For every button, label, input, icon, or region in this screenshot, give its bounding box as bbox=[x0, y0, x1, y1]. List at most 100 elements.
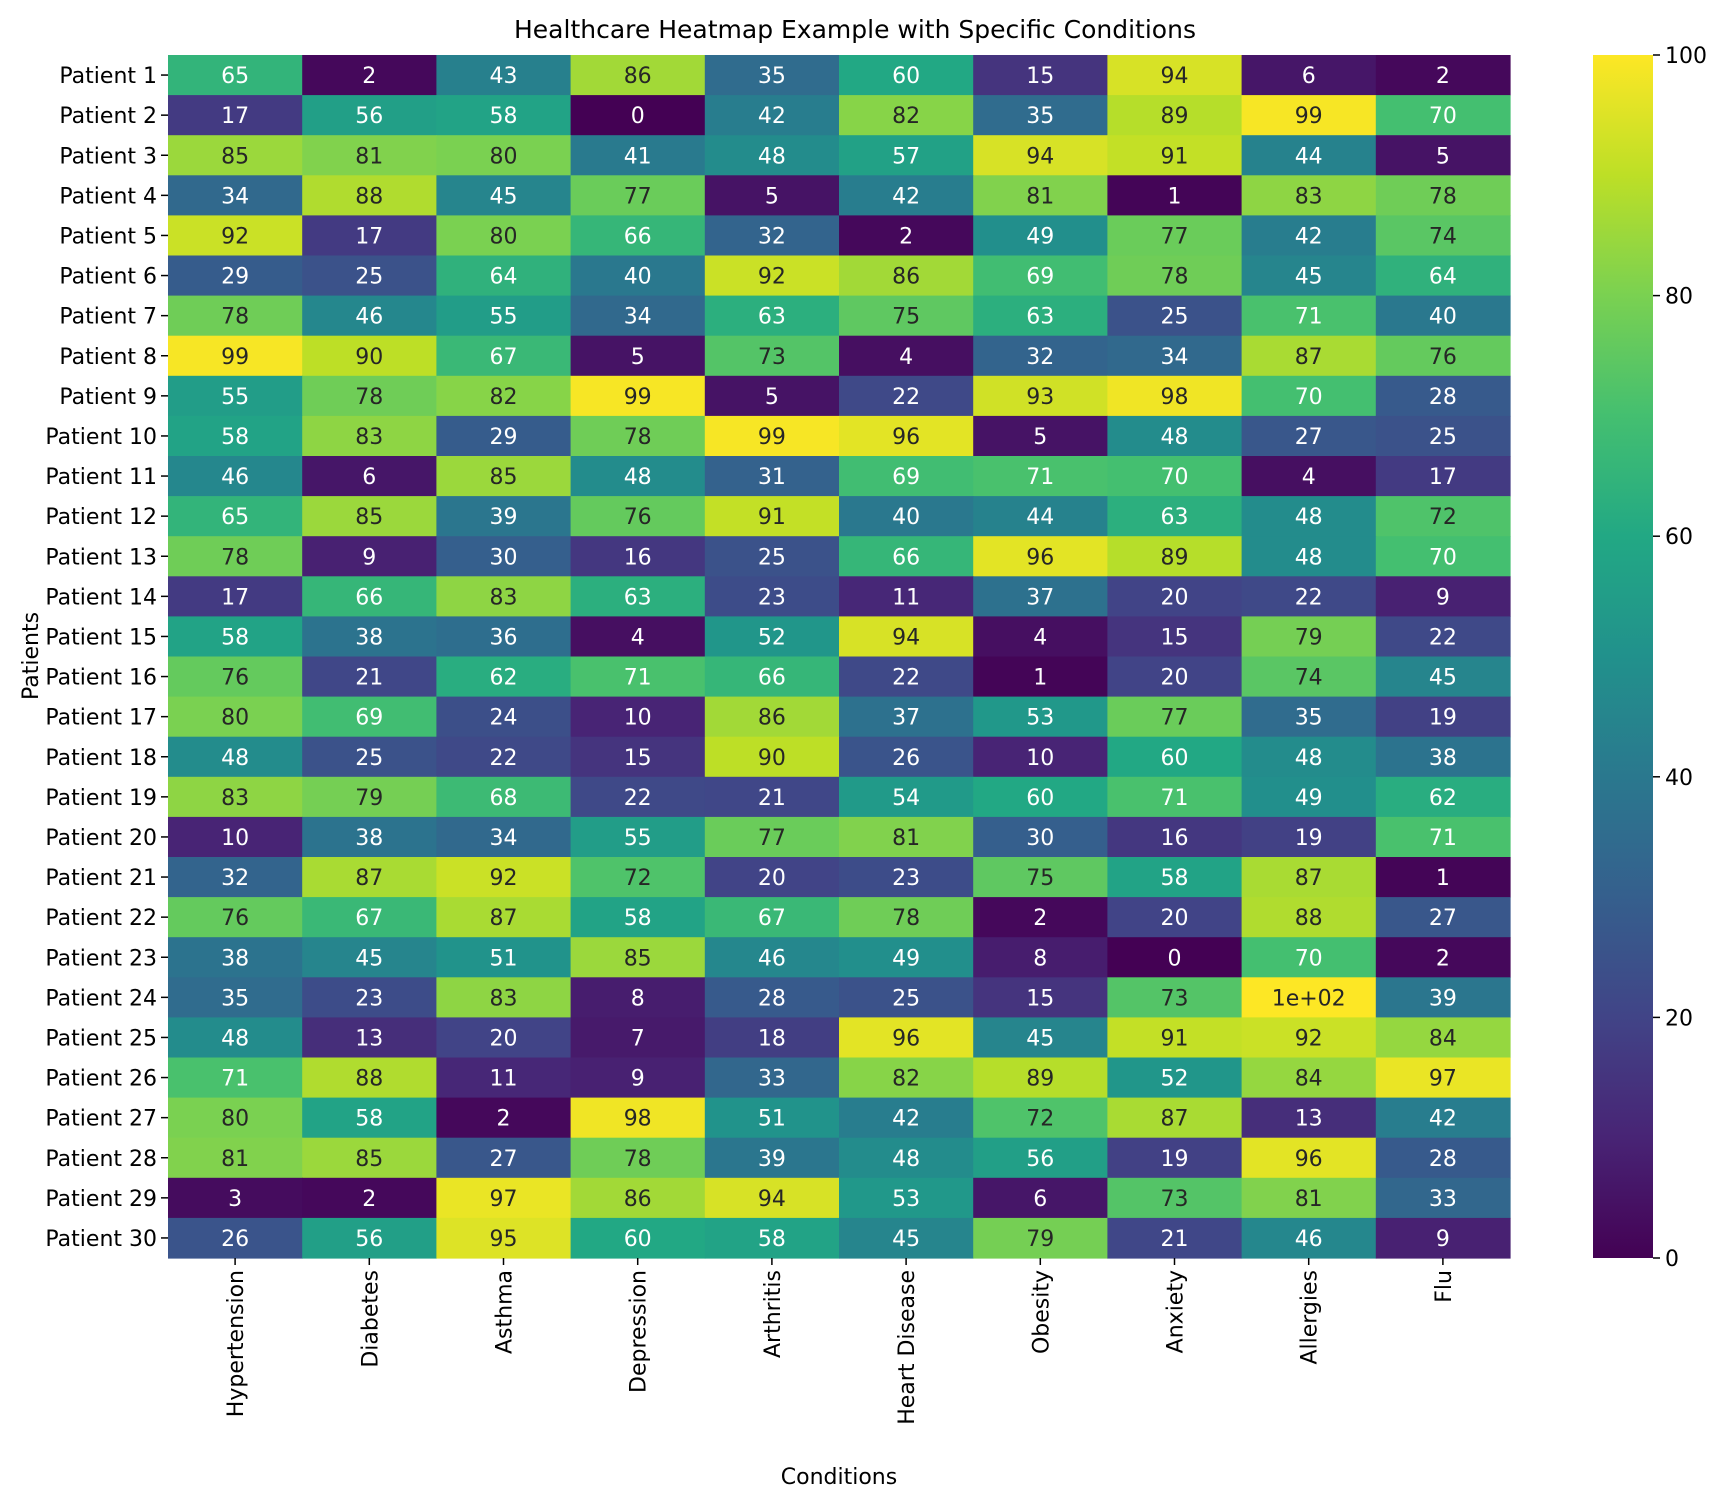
cell-annotation: 28 bbox=[1429, 1147, 1457, 1172]
heatmap-cell bbox=[839, 1057, 974, 1099]
cell-annotation: 78 bbox=[221, 305, 249, 330]
cell-annotation: 63 bbox=[624, 585, 652, 610]
heatmap-cell bbox=[570, 656, 706, 698]
heatmap-cell bbox=[436, 415, 572, 457]
cell-annotation: 40 bbox=[624, 265, 652, 290]
heatmap-cell bbox=[436, 215, 572, 257]
cell-annotation: 19 bbox=[1429, 706, 1457, 731]
heatmap-cell bbox=[839, 816, 974, 858]
cell-annotation: 46 bbox=[355, 305, 383, 330]
heatmap-cell bbox=[839, 175, 974, 216]
y-tick-label: Patient 14 bbox=[45, 585, 157, 610]
cell-annotation: 1 bbox=[1436, 866, 1450, 891]
cell-annotation: 18 bbox=[758, 1026, 786, 1051]
heatmap-cell bbox=[302, 696, 437, 738]
cell-annotation: 6 bbox=[1033, 1187, 1047, 1212]
cell-annotation: 27 bbox=[490, 1147, 518, 1172]
cell-annotation: 51 bbox=[490, 946, 518, 971]
heatmap-cell bbox=[1375, 375, 1511, 417]
heatmap-cell bbox=[168, 776, 303, 818]
heatmap-cell bbox=[168, 736, 303, 778]
cell-annotation: 15 bbox=[1026, 986, 1054, 1011]
colorbar-ticks: 0 20 40 60 80 100 bbox=[1653, 44, 1707, 1272]
heatmap-cell bbox=[302, 1097, 437, 1139]
y-tick-label: Patient 19 bbox=[45, 786, 157, 811]
heatmap-cell bbox=[570, 536, 706, 577]
cell-annotation: 44 bbox=[1026, 505, 1054, 530]
heatmap-cell bbox=[973, 536, 1108, 577]
heatmap-cell bbox=[839, 1017, 974, 1059]
heatmap-cell bbox=[704, 1017, 840, 1059]
heatmap-cell bbox=[436, 1057, 572, 1099]
cell-annotation: 81 bbox=[221, 1147, 249, 1172]
cell-annotation: 97 bbox=[1429, 1067, 1457, 1092]
cell-annotation: 9 bbox=[1436, 585, 1450, 610]
heatmap-cell bbox=[1107, 1097, 1243, 1139]
heatmap-cell bbox=[570, 1017, 706, 1059]
cell-annotation: 17 bbox=[355, 224, 383, 249]
heatmap-cell bbox=[1375, 1017, 1511, 1059]
heatmap-cell bbox=[570, 375, 706, 417]
cell-annotation: 48 bbox=[221, 1026, 249, 1051]
heatmap-cell bbox=[1375, 656, 1511, 698]
cell-annotation: 30 bbox=[1026, 826, 1054, 851]
cell-annotation: 55 bbox=[221, 385, 249, 410]
heatmap-cell bbox=[839, 456, 974, 497]
heatmap-cell bbox=[570, 295, 706, 337]
heatmap-cell bbox=[1107, 496, 1243, 537]
cell-annotation: 3 bbox=[228, 1187, 242, 1212]
heatmap-cell bbox=[570, 415, 706, 457]
heatmap-cell bbox=[1107, 375, 1243, 417]
cell-annotation: 82 bbox=[490, 385, 518, 410]
cell-annotation: 33 bbox=[758, 1067, 786, 1092]
cell-annotation: 76 bbox=[624, 505, 652, 530]
heatmap-cell bbox=[168, 1097, 303, 1139]
x-tick-label: Anxiety bbox=[1164, 1270, 1189, 1353]
cell-annotation: 5 bbox=[631, 345, 645, 370]
cell-annotation: 63 bbox=[1026, 305, 1054, 330]
heatmap-cell bbox=[839, 1097, 974, 1139]
y-tick-label: Patient 3 bbox=[59, 144, 157, 169]
cell-annotation: 51 bbox=[758, 1107, 786, 1132]
cell-annotation: 80 bbox=[490, 144, 518, 169]
heatmap-cell bbox=[839, 215, 974, 257]
cell-annotation: 77 bbox=[1161, 706, 1189, 731]
cell-annotation: 15 bbox=[624, 746, 652, 771]
cell-annotation: 60 bbox=[624, 1227, 652, 1252]
cell-annotation: 78 bbox=[1429, 184, 1457, 209]
cell-annotation: 79 bbox=[355, 786, 383, 811]
cell-annotation: 52 bbox=[1161, 1067, 1189, 1092]
cell-annotation: 39 bbox=[1429, 986, 1457, 1011]
heatmap-cell bbox=[1107, 656, 1243, 698]
y-tick-label: Patient 17 bbox=[45, 706, 157, 731]
cell-annotation: 84 bbox=[1295, 1067, 1323, 1092]
heatmap-cell bbox=[570, 616, 706, 658]
heatmap-cell bbox=[973, 95, 1108, 136]
heatmap-cell bbox=[436, 696, 572, 738]
heatmap-cell bbox=[1375, 897, 1511, 938]
heatmap-cell bbox=[839, 415, 974, 457]
heatmap-cell bbox=[168, 536, 303, 577]
heatmap-cell bbox=[1107, 335, 1243, 377]
heatmap-cell bbox=[436, 857, 572, 898]
cell-annotation: 96 bbox=[1026, 545, 1054, 570]
cell-annotation: 58 bbox=[758, 1227, 786, 1252]
y-tick-label: Patient 12 bbox=[45, 505, 157, 530]
cell-annotation: 20 bbox=[758, 866, 786, 891]
cell-annotation: 35 bbox=[758, 64, 786, 89]
cell-annotation: 37 bbox=[892, 706, 920, 731]
heatmap-cell bbox=[570, 255, 706, 297]
cell-annotation: 56 bbox=[355, 1227, 383, 1252]
cell-annotation: 99 bbox=[624, 385, 652, 410]
heatmap-cell bbox=[570, 696, 706, 738]
cell-annotation: 94 bbox=[892, 625, 920, 650]
heatmap-cell bbox=[1241, 496, 1377, 537]
cell-annotation: 62 bbox=[1429, 786, 1457, 811]
cell-annotation: 91 bbox=[1161, 1026, 1189, 1051]
cell-annotation: 78 bbox=[892, 906, 920, 931]
heatmap-cell bbox=[1375, 415, 1511, 457]
heatmap-cell bbox=[570, 736, 706, 778]
cell-annotation: 70 bbox=[1429, 545, 1457, 570]
heatmap-cell bbox=[704, 95, 840, 136]
heatmap-cell bbox=[973, 375, 1108, 417]
